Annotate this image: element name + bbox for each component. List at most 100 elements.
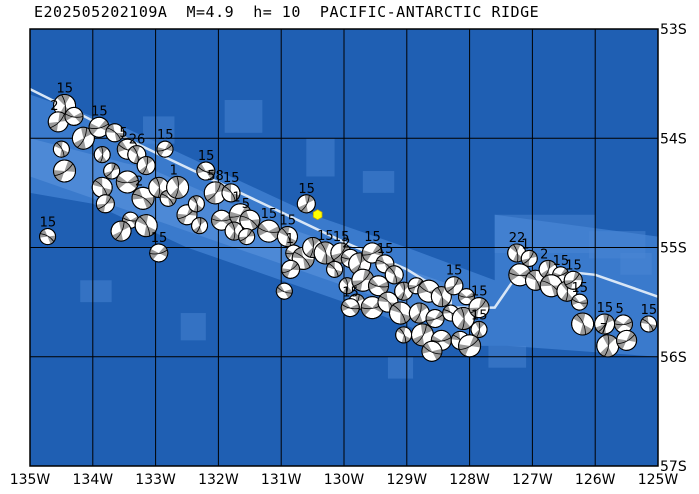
longitude-label: 130W [324, 472, 365, 488]
beachball-nodal-plane [277, 286, 293, 294]
beachball-nodal-plane [458, 294, 475, 298]
beachball-nodal-plane [240, 215, 258, 227]
beachball-outline [187, 195, 205, 213]
beachball-nodal-plane [116, 179, 139, 184]
beachball-outline [458, 334, 482, 358]
beachball-compression [579, 298, 588, 309]
beachball-outline [395, 326, 413, 344]
focal-mechanism-label: 15 [91, 104, 108, 119]
longitude-label: 126W [575, 472, 616, 488]
beachball-outline [594, 313, 616, 335]
beachball-compression [571, 295, 580, 306]
focal-mechanism-label: 1 [170, 163, 178, 178]
beachball-outline [451, 307, 475, 331]
focal-mechanism-label: 15 [298, 182, 315, 197]
focal-mechanism-label: 15 [279, 214, 296, 229]
beachball-compression [193, 225, 203, 234]
focal-mechanism-62 [430, 286, 452, 308]
focal-mechanism-9 [53, 159, 77, 183]
focal-mechanism-label: 15 [565, 258, 582, 273]
beachball-nodal-plane [362, 247, 382, 256]
beachball-nodal-plane [97, 196, 112, 210]
focal-mechanism-label: 2 [135, 174, 143, 189]
beachball-nodal-plane [149, 249, 168, 255]
focal-mechanism-13 [115, 170, 139, 194]
beachball-nodal-plane [328, 263, 339, 277]
focal-mechanism-label: 15 [40, 216, 57, 231]
beachball-outline [470, 320, 488, 338]
beachball-nodal-plane [459, 338, 479, 351]
beachball-nodal-plane [192, 196, 199, 212]
focal-mechanism-77 [458, 334, 482, 358]
beachball-nodal-plane [56, 142, 65, 157]
focal-mechanism-label: 2 [50, 99, 58, 114]
beachball-compression [378, 281, 389, 294]
longitude-labels: 135W 134W 133W 132W 131W 130W 129W 128W 127W 126W… [10, 472, 679, 488]
beachball-compression [143, 197, 155, 209]
focal-mechanism-16 [156, 140, 174, 158]
focal-mechanism-label: 15 [333, 230, 350, 245]
beachball-outline [281, 259, 301, 279]
focal-mechanism-92 [640, 315, 658, 333]
beachball-outline [571, 293, 588, 311]
focal-mechanism-label: 15 [471, 285, 488, 300]
beachball-outline [640, 315, 658, 333]
beachball-nodal-plane [106, 127, 122, 140]
focal-mechanism-label: 15 [261, 207, 278, 222]
event-marker-layer [312, 209, 323, 221]
beachball-compression [473, 329, 484, 338]
beachball-nodal-plane [320, 242, 328, 265]
focal-mechanism-22 [110, 220, 132, 242]
beachball-nodal-plane [523, 251, 534, 265]
focal-mechanism-label: 15 [223, 171, 240, 186]
beachball-compression [131, 187, 144, 200]
beachball-compression [56, 94, 71, 106]
beachball-nodal-plane [399, 327, 407, 343]
beachball-nodal-plane [224, 186, 236, 201]
beachball-outline [238, 228, 256, 246]
beachball-outline [110, 220, 132, 242]
beachball-nodal-plane [281, 227, 291, 247]
beachball-nodal-plane [100, 146, 104, 163]
focal-mechanism-87 [563, 270, 583, 290]
beachball-outline [571, 312, 595, 336]
beachball-nodal-plane [447, 277, 459, 293]
beachball-nodal-plane [408, 280, 423, 290]
beachball-nodal-plane [139, 216, 151, 237]
focal-mechanism-73 [411, 323, 434, 347]
focal-mechanism-55 [384, 265, 404, 285]
beachball-compression [368, 278, 379, 291]
beachball-nodal-plane [155, 177, 161, 198]
beachball-nodal-plane [174, 176, 179, 199]
beachball-nodal-plane [65, 113, 84, 118]
focal-mechanism-3 [64, 106, 84, 126]
beachball-outline [340, 298, 360, 318]
focal-mechanism-88 [571, 293, 588, 311]
focal-mechanism-label: 15 [641, 303, 658, 318]
focal-mechanism-label: 15 [553, 254, 570, 269]
beachball-compression [389, 301, 402, 314]
longitude-label: 125W [638, 472, 679, 488]
beachball-compression [377, 292, 388, 303]
beachball-outline [368, 275, 390, 297]
beachball-nodal-plane [300, 195, 310, 212]
focal-mechanism-66 [408, 302, 430, 324]
focal-mechanism-70 [468, 297, 490, 319]
focal-mechanism-32 [191, 217, 209, 235]
beachball-nodal-plane [470, 299, 487, 314]
beachball-compression [545, 260, 556, 270]
beachball-nodal-plane [49, 113, 65, 129]
bathymetry-patch [306, 138, 335, 177]
beachball-compression [170, 187, 184, 199]
beachball-nodal-plane [598, 314, 609, 333]
beachball-outline [95, 194, 115, 214]
beachball-outline [296, 194, 316, 214]
beachball-outline [71, 126, 95, 150]
beachball-nodal-plane [604, 334, 610, 357]
beachball-compression [599, 345, 614, 357]
latitude-label: 56S [660, 350, 687, 366]
latitude-label: 53S [660, 22, 687, 38]
focal-mechanism-78 [421, 340, 443, 362]
beachball-compression [433, 286, 446, 297]
focal-mechanism-36 [238, 228, 256, 246]
